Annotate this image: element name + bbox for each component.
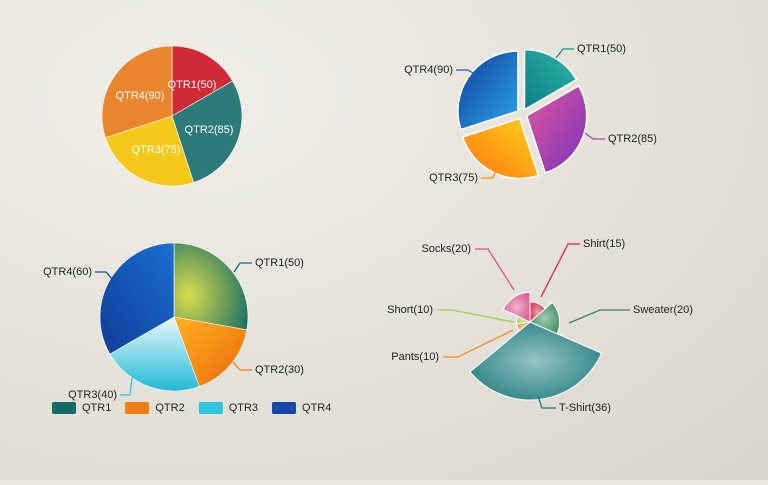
pie-slice-qtr1[interactable] xyxy=(171,45,234,117)
pie-chart-flat: QTR1(50) QTR2(85) QTR3(75) QTR4(90) xyxy=(101,45,243,187)
leader-line-shirt xyxy=(540,243,580,298)
pie-slice-socks[interactable] xyxy=(502,291,531,323)
pie-slice-qtr2[interactable] xyxy=(173,316,248,387)
data-label-qtr1: QTR1(50) xyxy=(168,79,217,91)
leader-line-pants xyxy=(443,329,514,358)
data-label-qtr3: QTR3(75) xyxy=(132,144,181,156)
pie-slice-qtr3[interactable] xyxy=(461,117,540,180)
leader-line-sweater xyxy=(568,309,630,324)
pie-chart-variable-radius: Shirt(15) Sweater(20) T-Shirt(36) Pants(10)… xyxy=(387,238,693,414)
data-label-qtr3: QTR3(40) xyxy=(68,389,117,401)
pie-slice-qtr2[interactable] xyxy=(525,84,588,174)
legend-item-qtr1[interactable]: QTR1 xyxy=(52,402,111,414)
data-label-short: Short(10) xyxy=(387,304,433,316)
pie-chart-gradient: QTR1(50) QTR2(30) QTR3(40) QTR4(60) xyxy=(43,242,304,401)
data-label-qtr2: QTR2(85) xyxy=(185,124,234,136)
pie-slice-qtr3[interactable] xyxy=(109,316,200,392)
leader-line-qtr1 xyxy=(555,48,574,59)
legend-label: QTR2 xyxy=(155,402,185,414)
legend-swatch xyxy=(52,402,76,414)
pie-slice-qtr1[interactable] xyxy=(523,48,578,111)
legend-item-qtr2[interactable]: QTR2 xyxy=(125,402,185,414)
pie-slice-qtr4[interactable] xyxy=(101,45,173,139)
pie-slice-qtr4[interactable] xyxy=(457,50,519,131)
data-label-sweater: Sweater(20) xyxy=(633,304,693,316)
leader-line-qtr3 xyxy=(120,377,133,396)
legend-item-qtr3[interactable]: QTR3 xyxy=(198,402,259,414)
chart-legend: QTR1 QTR2 QTR3 QTR4 xyxy=(52,402,331,414)
data-label-qtr3: QTR3(75) xyxy=(429,172,478,184)
data-label-qtr1: QTR1(50) xyxy=(577,43,626,55)
leader-line-qtr3 xyxy=(481,167,498,179)
legend-swatch xyxy=(198,402,223,414)
legend-label: QTR1 xyxy=(82,402,112,414)
data-label-shirt: Shirt(15) xyxy=(583,238,625,250)
legend-swatch xyxy=(125,402,150,414)
data-label-qtr2: QTR2(85) xyxy=(608,133,657,145)
leader-line-t-shirt xyxy=(537,395,556,409)
leader-line-short xyxy=(437,309,515,323)
pie-slice-qtr3[interactable] xyxy=(105,115,195,187)
data-label-t-shirt: T-Shirt(36) xyxy=(559,402,611,414)
data-label-qtr2: QTR2(30) xyxy=(255,364,304,376)
pie-slice-qtr1[interactable] xyxy=(173,242,249,331)
legend-item-qtr4[interactable]: QTR4 xyxy=(272,402,331,414)
pie-chart-exploded: QTR1(50) QTR2(85) QTR3(75) QTR4(90) xyxy=(404,43,657,184)
leader-line-qtr4 xyxy=(456,69,482,79)
data-label-qtr1: QTR1(50) xyxy=(255,257,304,269)
data-label-qtr4: QTR4(90) xyxy=(404,64,453,76)
leader-line-qtr2 xyxy=(584,132,605,140)
pie-slice-qtr2[interactable] xyxy=(171,80,243,183)
leader-line-qtr2 xyxy=(232,361,252,371)
data-label-socks: Socks(20) xyxy=(421,243,471,255)
pie-slice-qtr4[interactable] xyxy=(99,242,175,355)
leader-line-qtr1 xyxy=(233,262,252,273)
leader-line-qtr4 xyxy=(95,271,114,281)
data-label-qtr4: QTR4(60) xyxy=(43,266,92,278)
data-label-qtr4: QTR4(90) xyxy=(116,90,165,102)
legend-label: QTR3 xyxy=(228,402,259,414)
legend-label: QTR4 xyxy=(302,402,332,414)
data-label-pants: Pants(10) xyxy=(391,351,439,363)
leader-line-socks xyxy=(475,248,515,291)
pie-slice-t-shirt[interactable] xyxy=(469,321,603,401)
legend-swatch xyxy=(272,402,297,414)
